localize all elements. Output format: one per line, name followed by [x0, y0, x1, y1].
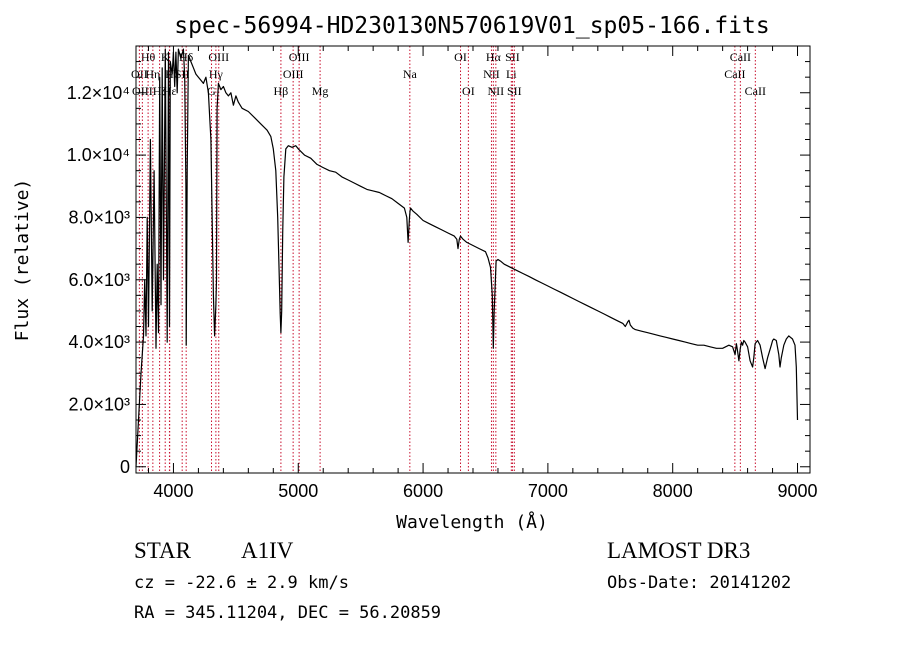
line-label: OIII	[289, 50, 310, 64]
x-axis: 4000 5000 6000 7000 8000 9000	[147, 46, 818, 501]
x-tick-label: 7000	[528, 481, 568, 501]
x-tick-label: 5000	[278, 481, 318, 501]
line-label: OI	[454, 50, 467, 64]
line-label: CaII	[730, 50, 751, 64]
line-label: Hα	[486, 50, 502, 64]
line-label: SII	[507, 84, 522, 98]
line-label: Hγ	[209, 67, 224, 81]
line-label: CaII	[724, 67, 745, 81]
line-label: NII	[483, 67, 500, 81]
line-label: Na	[403, 67, 418, 81]
x-tick-label: 6000	[403, 481, 443, 501]
obs-date: Obs-Date: 20141202	[607, 573, 792, 593]
line-label: Hβ	[274, 84, 289, 98]
line-label: OII	[131, 67, 148, 81]
x-tick-label: 8000	[653, 481, 693, 501]
line-label: OIII	[208, 50, 229, 64]
line-label: Hη	[145, 67, 160, 81]
redshift-text: cz = -22.6 ± 2.9 km/s	[134, 573, 349, 593]
x-tick-label: 4000	[153, 481, 193, 501]
y-axis-label: Flux (relative)	[12, 179, 33, 342]
x-tick-label: 9000	[777, 481, 817, 501]
chart-title: spec-56994-HD230130N570619V01_sp05-166.f…	[174, 13, 769, 39]
line-label: Mg	[312, 84, 329, 98]
line-label: OIII	[283, 67, 304, 81]
y-tick-label: 1.0×10⁴	[67, 145, 130, 165]
x-axis-label: Wavelength (Å)	[396, 511, 548, 533]
line-label: OIII	[132, 84, 153, 98]
y-tick-label: 1.2×10⁴	[67, 83, 130, 103]
line-label: Li	[506, 67, 517, 81]
line-label: G	[207, 84, 216, 98]
y-axis: 0 2.0×10³ 4.0×10³ 6.0×10³ 8.0×10³ 1.0×10⁴ 1.2×…	[67, 61, 810, 477]
line-label: Hθ	[141, 50, 156, 64]
spectrum-line	[135, 48, 799, 467]
y-tick-label: 6.0×10³	[68, 270, 130, 290]
survey-name: LAMOST DR3	[607, 538, 751, 563]
line-label: CaII	[745, 84, 766, 98]
line-label: SII	[505, 50, 520, 64]
object-class: STAR	[134, 538, 191, 563]
object-subclass: A1IV	[241, 538, 294, 563]
y-tick-label: 0	[120, 457, 130, 477]
plot-frame	[135, 45, 811, 474]
coordinates: RA = 345.11204, DEC = 56.20859	[134, 603, 442, 623]
line-label: OI	[462, 84, 475, 98]
y-tick-label: 8.0×10³	[68, 207, 130, 227]
spectrum-layer	[135, 48, 799, 467]
y-tick-label: 2.0×10³	[68, 394, 130, 414]
y-tick-label: 4.0×10³	[68, 332, 130, 352]
line-marker-layer: HθOIIOIIIHηHζKHHεSIIHδHγOIIIGHβOIIIOIIIM…	[131, 46, 766, 473]
line-label: NII	[488, 84, 505, 98]
